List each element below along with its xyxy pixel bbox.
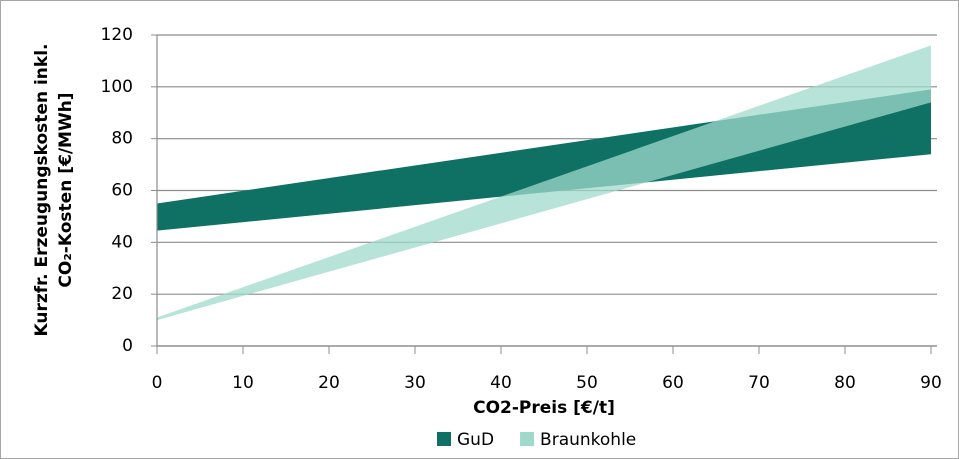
y-tick-label: 100	[101, 77, 133, 97]
x-tick-label: 40	[490, 373, 512, 393]
x-tick-label: 80	[834, 373, 856, 393]
range-band	[157, 45, 931, 321]
x-tick-label: 70	[748, 373, 770, 393]
legend-swatch	[437, 432, 451, 446]
y-tick-label: 80	[111, 129, 133, 149]
x-axis-label: CO2-Preis [€/t]	[473, 398, 615, 418]
x-tick-label: 30	[404, 373, 426, 393]
y-tick-label: 60	[111, 181, 133, 201]
y-tick-label: 0	[122, 336, 133, 356]
y-tick-label: 20	[111, 284, 133, 304]
y-axis-label: CO₂-Kosten [€/MWh]	[56, 92, 76, 287]
y-axis-label: Kurzfr. Erzeugungskosten inkl.	[32, 43, 52, 336]
x-tick-label: 20	[318, 373, 340, 393]
y-tick-label: 40	[111, 232, 133, 252]
x-tick-label: 50	[576, 373, 598, 393]
x-tick-label: 0	[152, 373, 163, 393]
y-tick-label: 120	[101, 25, 133, 45]
legend-label: Braunkohle	[540, 430, 636, 450]
legend-swatch	[520, 432, 535, 446]
x-tick-label: 10	[232, 373, 254, 393]
x-tick-label: 60	[662, 373, 684, 393]
x-tick-label: 90	[920, 373, 942, 393]
legend-label: GuD	[457, 430, 494, 450]
